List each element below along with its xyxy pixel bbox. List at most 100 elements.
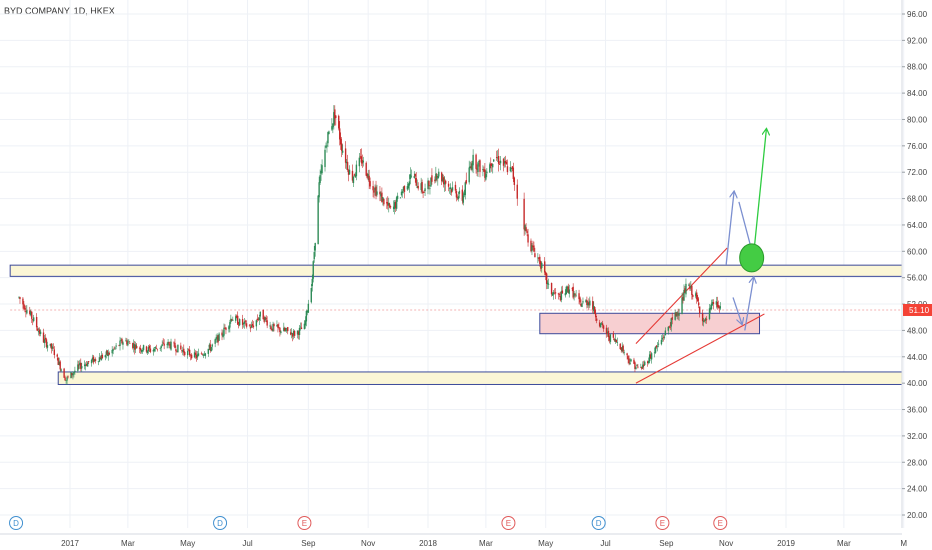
candle-body	[523, 198, 525, 230]
candle	[493, 159, 495, 162]
candle-body	[362, 160, 364, 163]
candle	[456, 194, 459, 201]
candle	[581, 302, 583, 308]
candle	[297, 330, 300, 340]
candle-body	[451, 187, 454, 191]
arrow-up-1	[725, 192, 734, 265]
time-tick-label: Nov	[719, 539, 733, 548]
candle-body	[92, 356, 95, 363]
time-tick-label: Sep	[659, 539, 674, 548]
event-marker[interactable]: D	[213, 516, 228, 530]
candle	[132, 342, 134, 350]
candle	[366, 172, 368, 180]
candle	[210, 346, 212, 352]
candle-body	[32, 319, 34, 321]
candle	[571, 287, 573, 292]
candle-body	[614, 338, 617, 342]
event-marker[interactable]: E	[655, 516, 670, 530]
candle-body	[105, 351, 107, 354]
candle	[400, 189, 403, 197]
candle	[362, 156, 364, 167]
event-marker[interactable]: E	[297, 516, 312, 530]
event-marker[interactable]: D	[591, 516, 606, 530]
candle	[232, 316, 234, 321]
candle-body	[565, 286, 567, 295]
price-tick-label: 96.00	[907, 10, 928, 19]
candle-body	[197, 353, 200, 356]
candle-body	[698, 302, 700, 306]
candle-body	[340, 143, 343, 151]
candle	[705, 316, 708, 324]
candle-body	[682, 296, 684, 301]
candle-body	[224, 327, 226, 329]
candle	[602, 324, 605, 332]
candle-body	[475, 154, 477, 169]
candle	[644, 360, 646, 366]
candle-body	[310, 288, 312, 303]
candle	[627, 355, 629, 364]
candle-body	[135, 344, 137, 349]
candle	[341, 144, 344, 155]
candle	[664, 327, 667, 336]
candle-body	[653, 352, 656, 354]
candle	[558, 292, 561, 298]
event-marker[interactable]: E	[501, 516, 516, 530]
candle	[86, 361, 89, 367]
candle-body	[280, 331, 282, 333]
candle-body	[293, 331, 296, 336]
candle	[53, 346, 56, 359]
candle-body	[186, 350, 189, 356]
last-price-badge	[903, 303, 932, 316]
candle	[490, 157, 492, 169]
candle	[674, 309, 676, 321]
candle	[70, 371, 72, 379]
candle	[159, 347, 161, 352]
candle-body	[533, 245, 535, 252]
candle-body	[154, 347, 157, 349]
candle-body	[176, 350, 178, 352]
candle-body	[241, 319, 244, 325]
price-tick-label: 72.00	[907, 168, 928, 177]
candle	[332, 123, 334, 134]
candle-body	[78, 364, 80, 366]
candle	[50, 343, 53, 354]
candle	[495, 150, 498, 161]
event-marker[interactable]: D	[9, 516, 24, 530]
candle	[692, 294, 694, 300]
candle	[201, 353, 204, 356]
candle-body	[135, 346, 138, 349]
candle	[455, 189, 458, 202]
candle	[661, 334, 664, 342]
candle-body	[633, 359, 635, 364]
candle	[46, 341, 49, 352]
candle-body	[266, 320, 268, 326]
candle	[104, 354, 107, 361]
candle-body	[637, 366, 639, 368]
candle-body	[630, 359, 632, 362]
candle-body	[557, 293, 560, 295]
candle	[560, 286, 563, 303]
candle-body	[388, 203, 390, 206]
candle	[276, 320, 278, 327]
event-marker[interactable]: E	[713, 516, 728, 530]
candle	[163, 339, 165, 350]
candle	[311, 274, 313, 292]
candle	[447, 181, 450, 192]
candle	[599, 323, 602, 328]
candle	[670, 318, 672, 332]
candle	[387, 196, 389, 210]
candle	[120, 337, 122, 342]
candle	[359, 148, 362, 159]
candle	[374, 184, 376, 196]
candle	[115, 342, 117, 350]
candle	[45, 337, 48, 349]
candle-body	[118, 345, 120, 346]
candle	[498, 161, 501, 165]
candle	[663, 334, 666, 340]
candle-body	[373, 190, 375, 193]
candle	[408, 174, 411, 193]
candle	[719, 302, 721, 311]
candle	[243, 318, 246, 329]
candle-body	[360, 156, 363, 163]
